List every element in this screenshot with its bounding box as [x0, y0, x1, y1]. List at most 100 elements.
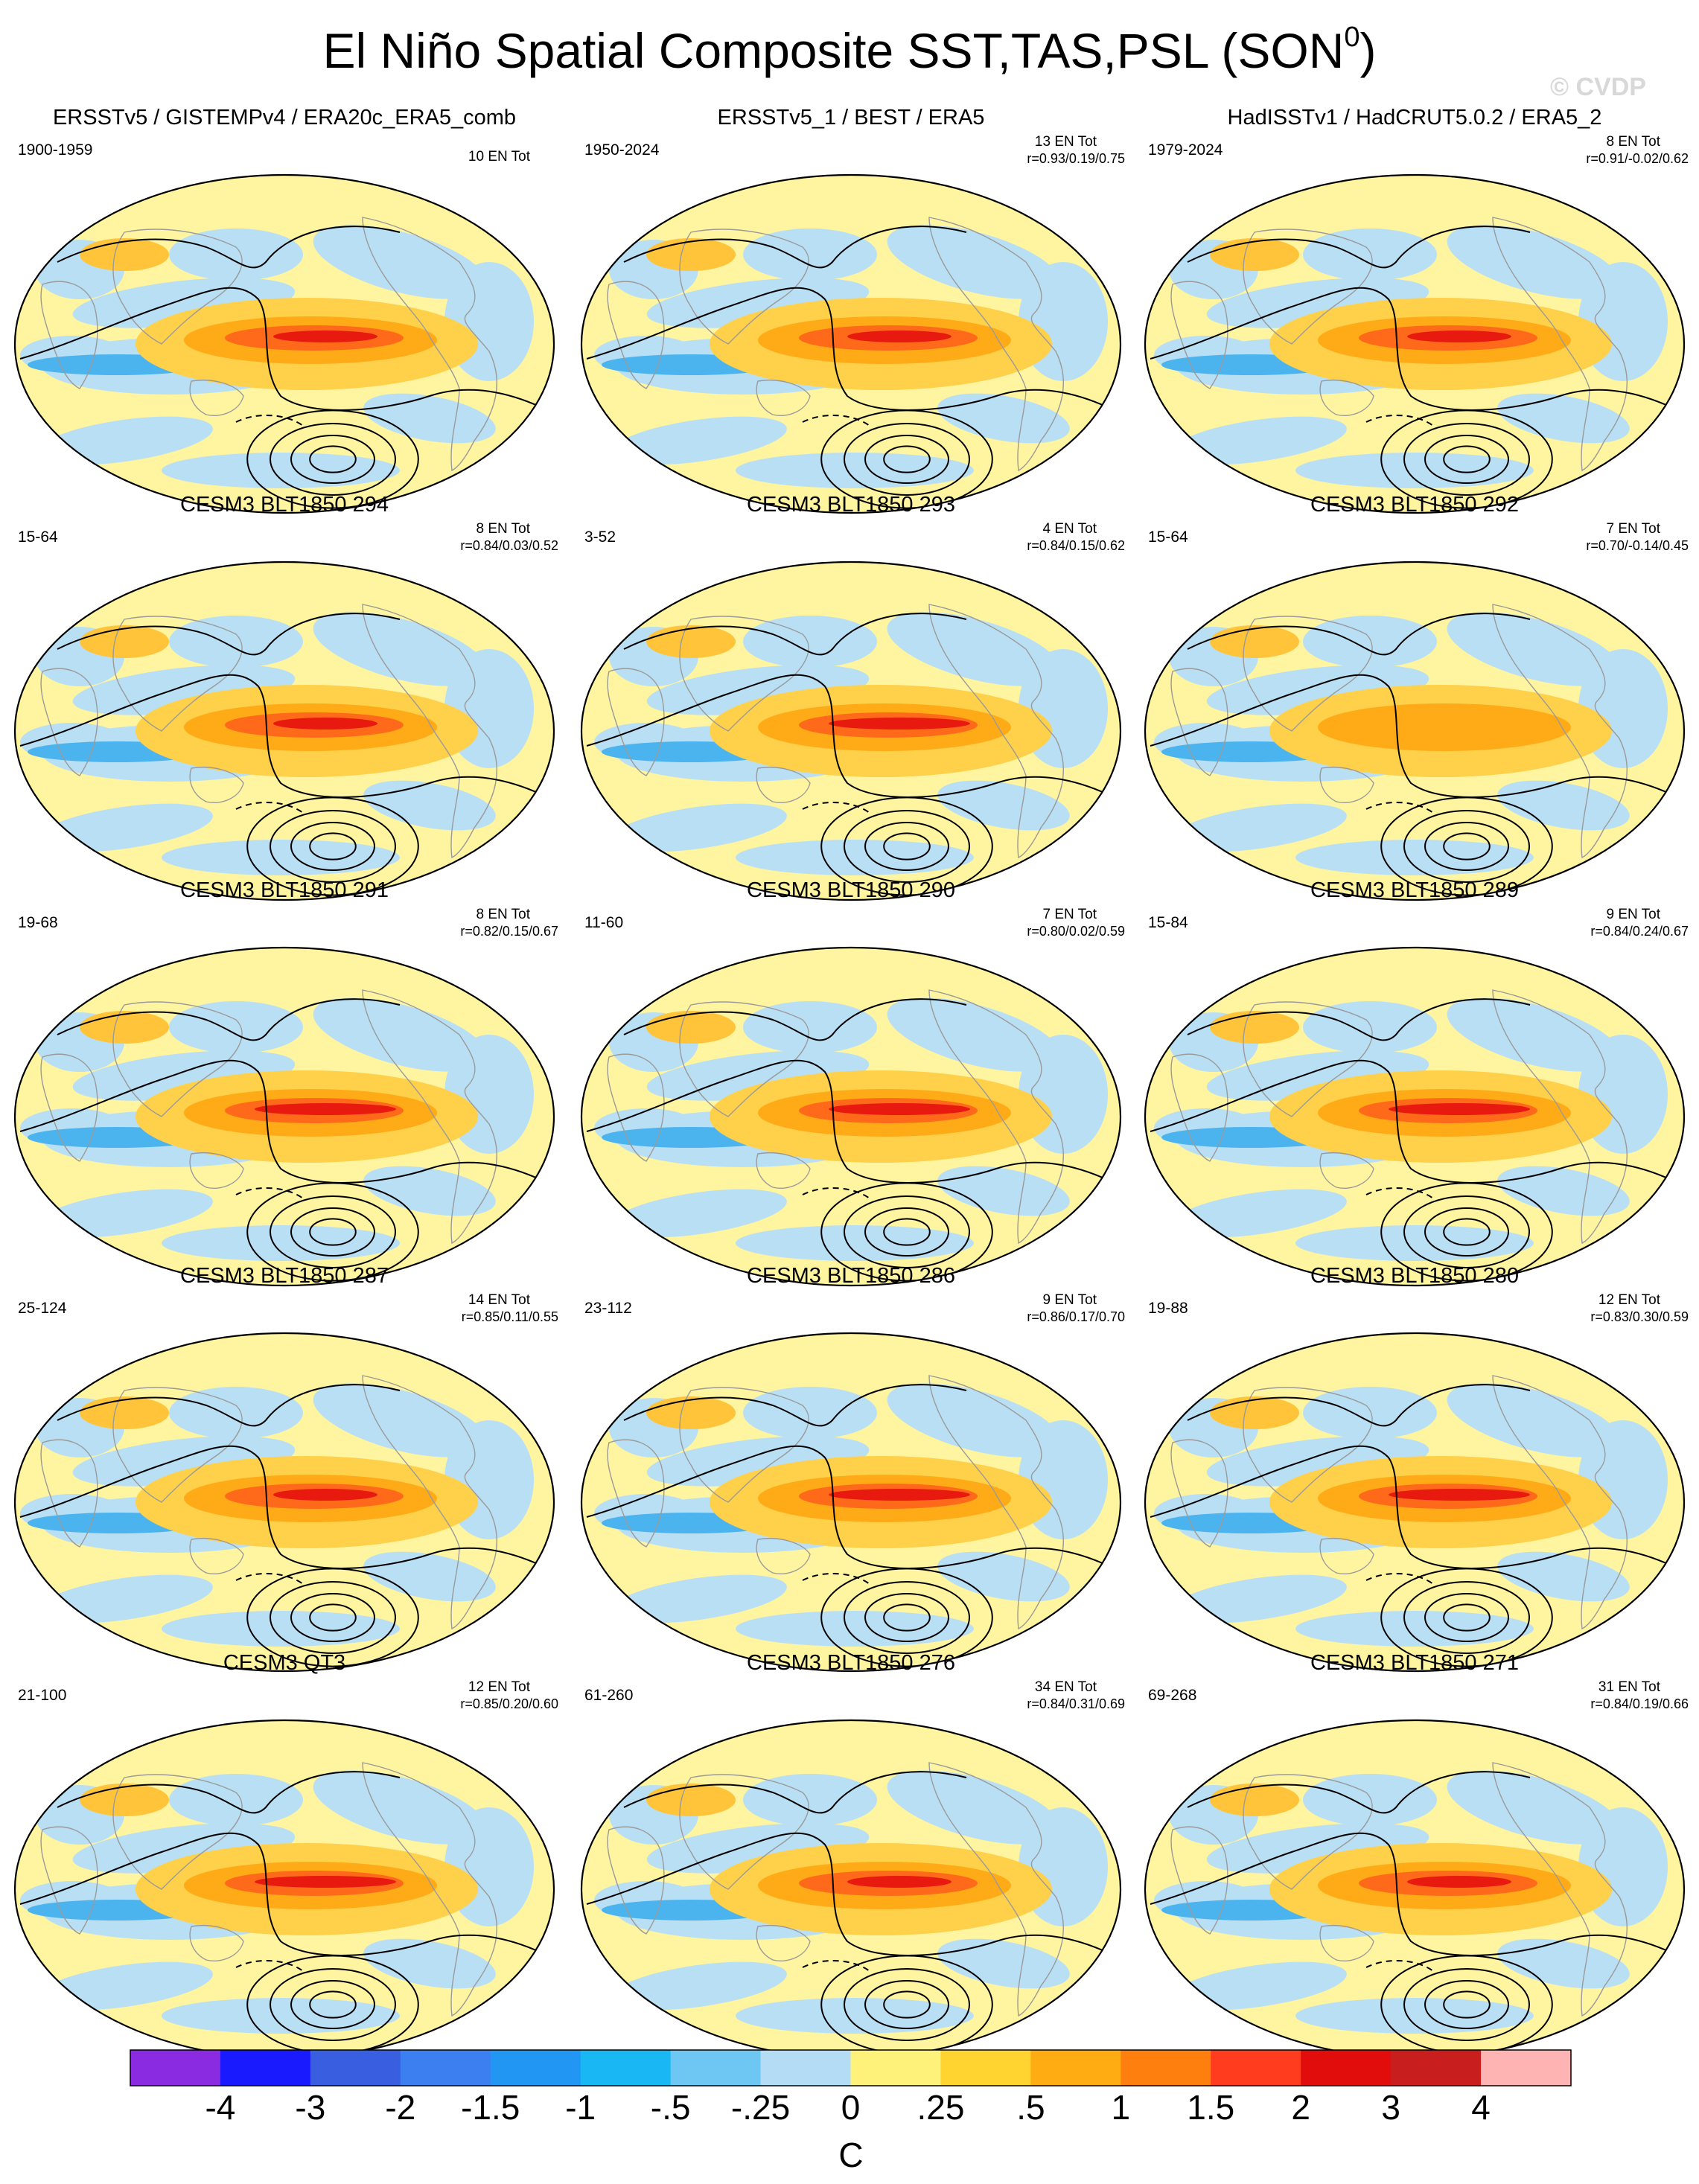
psl-zero-contour [1150, 674, 1680, 799]
land-warm-patch [1210, 1011, 1299, 1044]
psl-negative-contour [1365, 1572, 1434, 1585]
colorbar-swatch [220, 2050, 311, 2086]
panel-pattern-correlations: r=0.86/0.17/0.70 [1027, 1309, 1125, 1324]
panel-years: 19-68 [18, 914, 58, 931]
cool-anomaly-patch [937, 1938, 1070, 1989]
psl-negative-contour [802, 1959, 870, 1972]
nino-max-core [847, 1876, 951, 1888]
colorbar-swatch [1391, 2050, 1482, 2086]
psl-contour-line [883, 832, 931, 860]
cool-anomaly-patch [1303, 229, 1437, 281]
cool-anomaly-patch [162, 1225, 400, 1261]
cool-anomaly-patch [743, 1774, 877, 1826]
colorbar-tick-label: 4 [1471, 2088, 1491, 2127]
psl-contour-line [844, 1968, 970, 2041]
psl-negative-contour [235, 1187, 304, 1199]
nino-max-core [829, 1103, 970, 1115]
robinson-map [1144, 1719, 1686, 2060]
panel-title: CESM3 BLT1850 286 [747, 1264, 955, 1288]
cool-anomaly-patch [36, 416, 213, 465]
psl-negative-contour [802, 801, 870, 814]
psl-contour-line [270, 423, 396, 496]
psl-zero-contour [586, 1059, 1116, 1184]
colorbar-swatch [130, 2050, 221, 2086]
cool-anomaly-patch [610, 1189, 787, 1238]
panel-years: 15-84 [1148, 914, 1188, 931]
sst-anomaly-field [15, 562, 554, 900]
cool-anomaly-patch [1303, 1001, 1437, 1053]
cool-anomaly-patch [313, 997, 487, 1072]
nino-max-core [1389, 1103, 1530, 1115]
psl-contour-line [1403, 1195, 1530, 1268]
panel-title: CESM3 BLT1850 289 [1310, 878, 1519, 902]
panel-event-count: 31 EN Tot [1598, 1679, 1660, 1695]
psl-negative-contour [235, 414, 304, 427]
psl-zero-contour [19, 1059, 549, 1184]
map-panel: CESM3 BLT1850 280 19-88 12 EN Tot r=0.83/0.… [1139, 1264, 1690, 1675]
map-panel: CESM3 BLT1850 291 19-68 8 EN Tot r=0.82/0.1… [9, 878, 560, 1289]
psl-contour-line [864, 435, 949, 484]
cool-anomaly-patch [169, 1001, 303, 1053]
panel-event-count: 8 EN Tot [476, 521, 530, 537]
panel-title: CESM3 BLT1850 293 [747, 493, 955, 517]
map-border [580, 173, 1122, 514]
psl-contour-line [309, 1218, 357, 1246]
psl-contour-line [309, 832, 357, 860]
colorbar-tick-label: -4 [205, 2088, 235, 2127]
colorbar-swatch [940, 2050, 1031, 2086]
coastlines [1170, 1762, 1628, 2017]
cool-anomaly-patch [1170, 1574, 1347, 1623]
psl-contours [1150, 1384, 1680, 1667]
panel-title: HadISSTv1 / HadCRUT5.0.2 / ERA5_2 [1227, 106, 1602, 130]
panel-pattern-correlations: r=0.85/0.11/0.55 [461, 1309, 558, 1324]
nino-max-core [829, 1489, 970, 1501]
map-border [13, 561, 555, 901]
panel-pattern-correlations: r=0.84/0.24/0.67 [1590, 924, 1689, 939]
sst-anomaly-field [1145, 562, 1684, 900]
land-warm-patch [646, 1396, 736, 1429]
cool-anomaly-patch [313, 225, 487, 299]
cool-anomaly-patch [363, 1551, 496, 1602]
psl-contour-line [1403, 810, 1530, 883]
psl-contour-line [270, 810, 396, 883]
colorbar-tick-label: -.25 [731, 2088, 790, 2127]
panel-pattern-correlations: r=0.83/0.30/0.59 [1590, 1309, 1689, 1324]
psl-contours [1150, 226, 1680, 509]
psl-contour-line [1424, 1593, 1509, 1642]
psl-contour-line [270, 1968, 396, 2041]
psl-contour-line [1424, 1980, 1509, 2029]
psl-contour-line [623, 1384, 967, 1427]
sst-anomaly-field [1145, 948, 1684, 1286]
panel-title: CESM3 BLT1850 271 [1310, 1651, 1519, 1675]
psl-negative-contour [235, 801, 304, 814]
panel-pattern-correlations: r=0.84/0.31/0.69 [1027, 1696, 1125, 1711]
panel-years: 61-260 [584, 1687, 634, 1704]
cool-anomaly-patch [313, 612, 487, 686]
cool-anomaly-patch [1497, 393, 1630, 444]
panel-event-count: 34 EN Tot [1034, 1679, 1097, 1695]
land-warm-patch [646, 625, 736, 658]
psl-contour-line [1403, 1968, 1530, 2041]
cool-anomaly-patch [1303, 1387, 1437, 1439]
psl-contour-line [309, 1603, 357, 1632]
cool-anomaly-patch [363, 393, 496, 444]
map-panel: CESM3 BLT1850 290 11-60 7 EN Tot r=0.80/0.0… [576, 878, 1126, 1289]
sst-anomaly-field [581, 948, 1121, 1286]
panel-pattern-correlations: r=0.93/0.19/0.75 [1027, 151, 1125, 166]
panel-title: CESM3 BLT1850 280 [1310, 1264, 1519, 1288]
map-panel: CESM3 BLT1850 286 23-112 9 EN Tot r=0.86/0.… [576, 1264, 1126, 1675]
cool-anomaly-patch [169, 616, 303, 668]
panel-event-count: 8 EN Tot [476, 907, 530, 922]
sst-anomaly-field [581, 1333, 1121, 1671]
psl-zero-contour [19, 1832, 549, 1957]
psl-zero-contour [1150, 1059, 1680, 1184]
psl-zero-contour [19, 1445, 549, 1570]
cool-anomaly-patch [1303, 1774, 1437, 1826]
psl-contour-line [1443, 445, 1491, 473]
map-border [1144, 1332, 1686, 1673]
psl-negative-contour [802, 1187, 870, 1199]
panel-pattern-correlations: r=0.84/0.03/0.52 [460, 538, 558, 553]
robinson-map [1144, 946, 1686, 1287]
cool-anomaly-patch [1295, 1225, 1534, 1261]
robinson-map [1144, 173, 1686, 514]
